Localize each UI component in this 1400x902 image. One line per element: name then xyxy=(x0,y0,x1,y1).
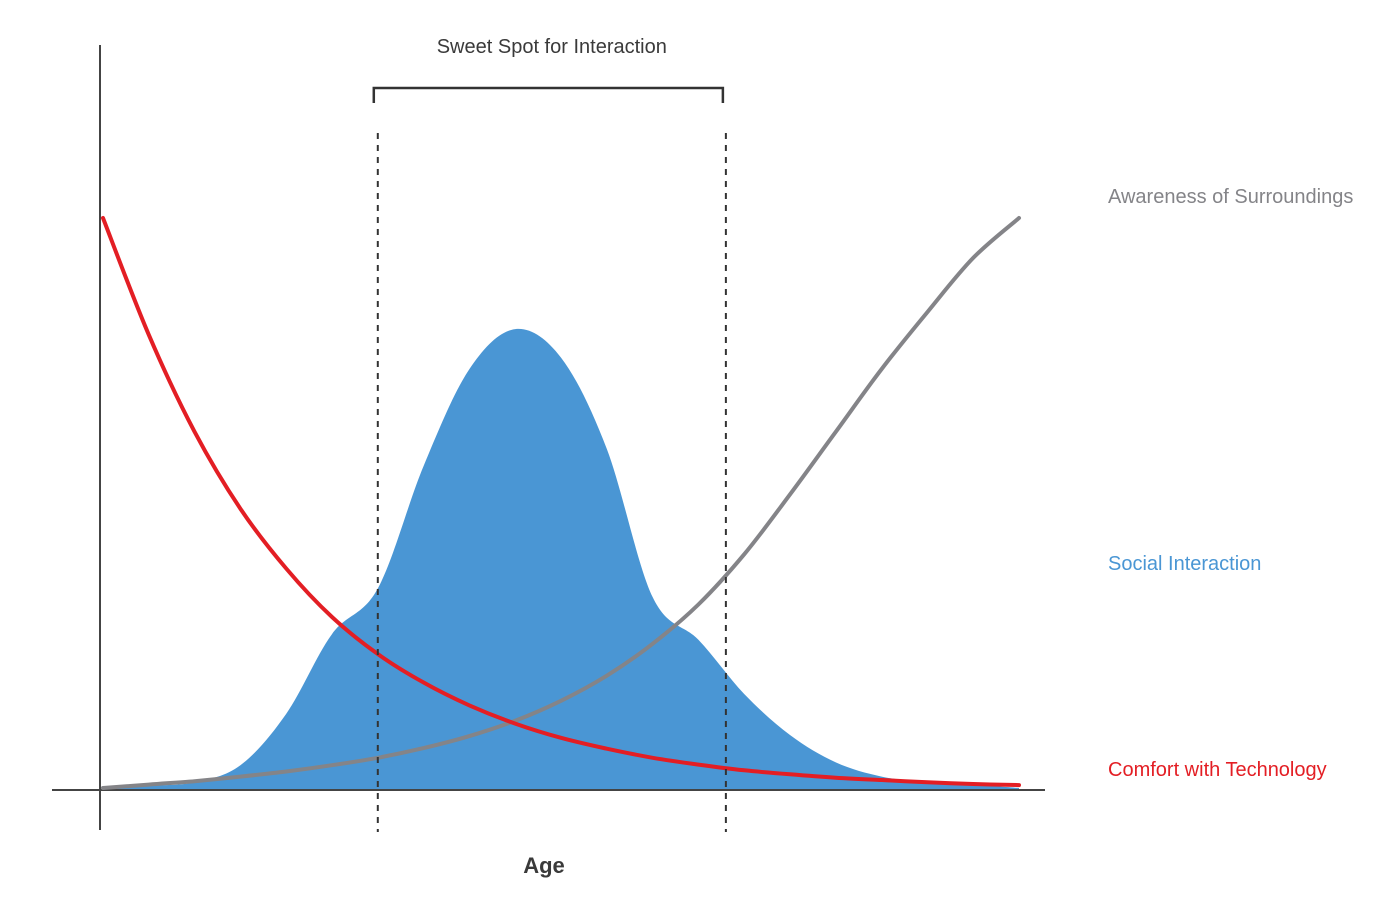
series-label-comfort: Comfort with Technology xyxy=(1108,759,1327,781)
awareness-of-surroundings-line xyxy=(101,216,1021,790)
comfort-with-technology-line xyxy=(101,216,1021,788)
sweet-spot-label: Sweet Spot for Interaction xyxy=(437,36,667,58)
sweet-spot-bracket xyxy=(372,86,725,103)
series-label-social: Social Interaction xyxy=(1108,553,1261,575)
social-interaction-area xyxy=(103,328,1019,790)
x-axis-label: Age xyxy=(523,853,565,878)
series-label-awareness: Awareness of Surroundings xyxy=(1108,186,1353,208)
